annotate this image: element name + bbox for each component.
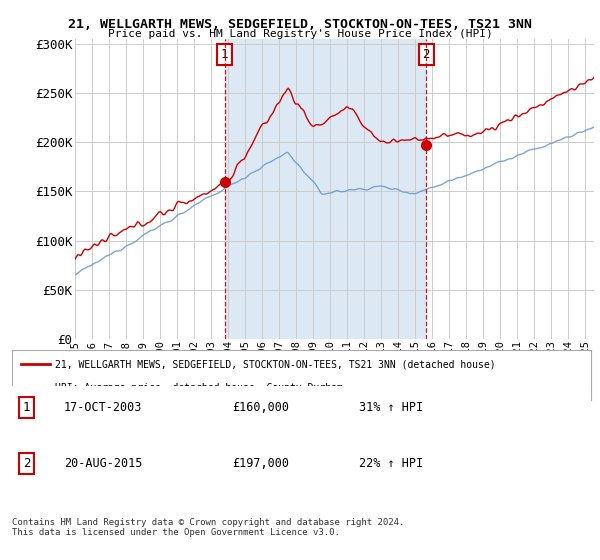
Text: 17-OCT-2003: 17-OCT-2003 (64, 401, 142, 414)
Text: 20-AUG-2015: 20-AUG-2015 (64, 457, 142, 470)
Text: 22% ↑ HPI: 22% ↑ HPI (359, 457, 424, 470)
Text: 2: 2 (422, 48, 430, 61)
Text: 2: 2 (23, 457, 30, 470)
Text: 1: 1 (23, 401, 30, 414)
Text: HPI: Average price, detached house, County Durham: HPI: Average price, detached house, Coun… (55, 383, 343, 393)
Text: £160,000: £160,000 (232, 401, 289, 414)
Text: 21, WELLGARTH MEWS, SEDGEFIELD, STOCKTON-ON-TEES, TS21 3NN (detached house): 21, WELLGARTH MEWS, SEDGEFIELD, STOCKTON… (55, 359, 496, 369)
Bar (224, 39, 426, 339)
Text: 1: 1 (221, 48, 229, 61)
Text: 21, WELLGARTH MEWS, SEDGEFIELD, STOCKTON-ON-TEES, TS21 3NN: 21, WELLGARTH MEWS, SEDGEFIELD, STOCKTON… (68, 18, 532, 31)
Text: Price paid vs. HM Land Registry's House Price Index (HPI): Price paid vs. HM Land Registry's House … (107, 29, 493, 39)
Text: 31% ↑ HPI: 31% ↑ HPI (359, 401, 424, 414)
Text: £197,000: £197,000 (232, 457, 289, 470)
Text: Contains HM Land Registry data © Crown copyright and database right 2024.
This d: Contains HM Land Registry data © Crown c… (12, 518, 404, 538)
